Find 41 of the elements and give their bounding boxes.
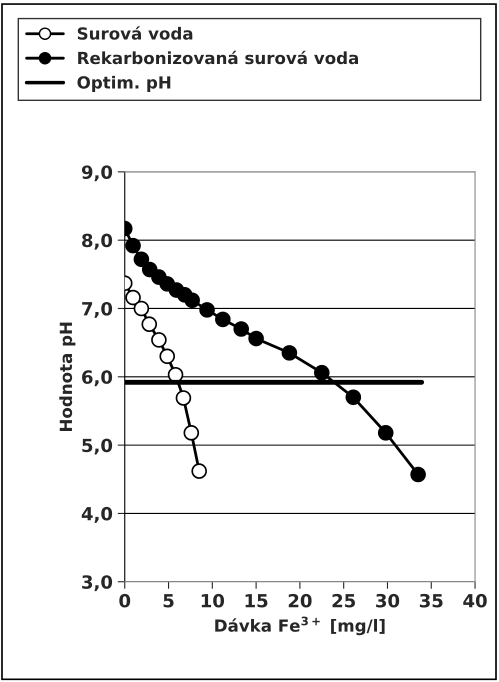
y-tick-label: 7,0 (82, 302, 112, 318)
x-tick-label: 30 (376, 594, 400, 608)
point (141, 316, 158, 332)
point (125, 238, 141, 254)
legend-label: Optim. pH (77, 76, 170, 92)
point (215, 312, 231, 328)
x-tick-label: 15 (246, 594, 268, 608)
y-tick-label: 9,0 (82, 165, 112, 182)
point (346, 390, 362, 406)
point (125, 290, 141, 306)
x-tick-label: 40 (463, 594, 487, 608)
x-tick-label: 10 (202, 594, 224, 608)
point (176, 390, 192, 406)
y-tick-label: 5,0 (82, 438, 112, 455)
point (282, 345, 298, 361)
y-tick-label: 8,0 (82, 234, 112, 250)
y-axis-title: Hodnota pH (59, 322, 76, 432)
point (233, 321, 250, 337)
point (248, 330, 264, 346)
point (159, 348, 176, 364)
x-tick-label: 20 (288, 594, 312, 608)
y-tick-label: 6,0 (82, 370, 112, 386)
x-tick-label: 25 (332, 594, 355, 608)
y-tick-label: 4,0 (82, 506, 112, 523)
point (184, 292, 200, 308)
point (378, 425, 394, 441)
point (199, 302, 215, 318)
point (314, 364, 330, 380)
point (410, 466, 426, 482)
point (134, 252, 150, 268)
point (134, 300, 150, 316)
point (151, 332, 167, 348)
x-tick-label: 5 (164, 594, 174, 608)
x-axis-title: Dávka Fe$^{3+}$ [mg/l] (215, 616, 385, 636)
point (184, 425, 200, 441)
legend-label: Surová voda (78, 26, 192, 40)
legend-label: Rekarbonizovaná surová voda (78, 50, 358, 64)
x-tick-label: 35 (420, 594, 443, 608)
y-tick-label: 3,0 (82, 575, 112, 592)
x-tick-label: 0 (119, 594, 130, 608)
point (191, 463, 207, 479)
